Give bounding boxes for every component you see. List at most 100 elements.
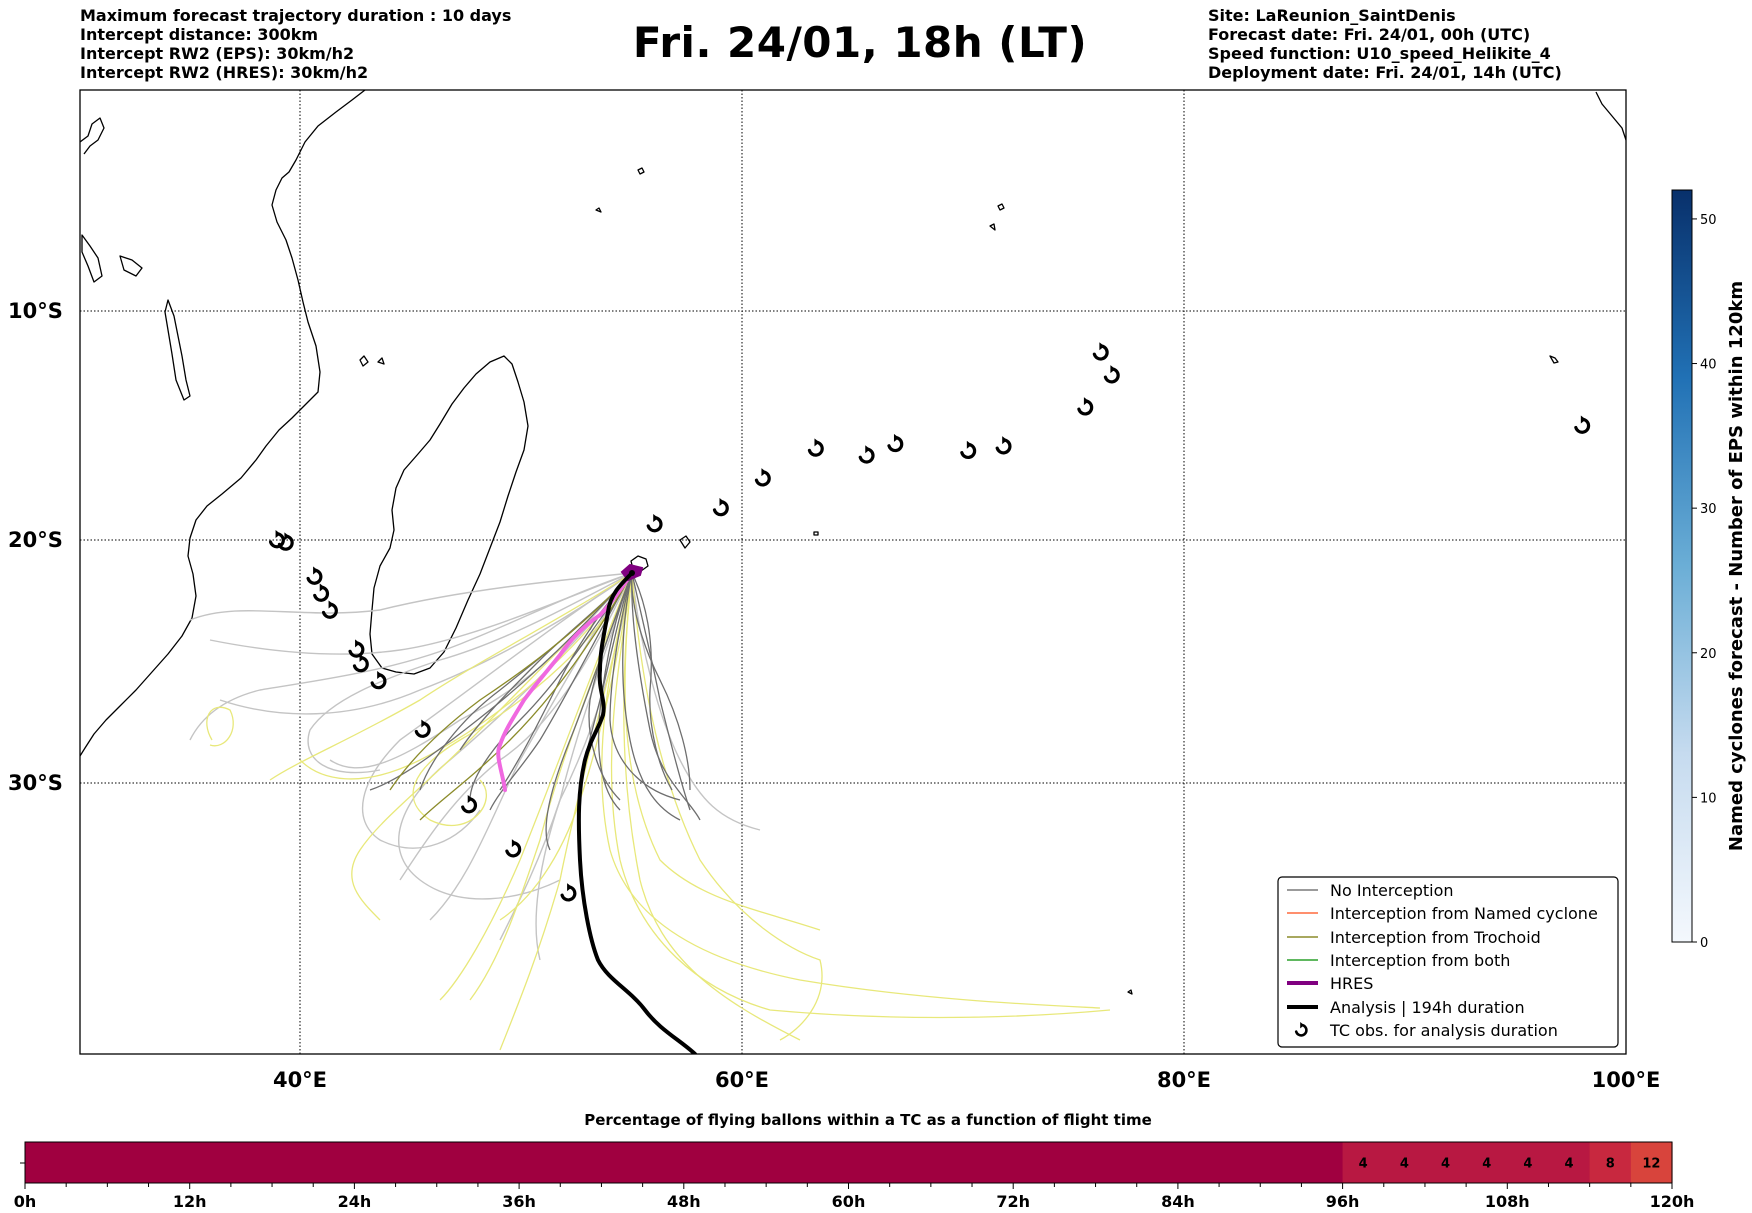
timebar-segment	[1013, 1142, 1055, 1183]
legend-tc-obs: TC obs. for analysis duration	[1329, 1021, 1558, 1040]
header-left-info: Maximum forecast trajectory duration : 1…	[80, 6, 511, 82]
timebar-segment	[1301, 1142, 1344, 1183]
lat-label-30s: 30°S	[8, 771, 63, 795]
timebar-segment	[395, 1142, 438, 1183]
timebar-segment	[313, 1142, 355, 1183]
header-right-info: Site: LaReunion_SaintDenis Forecast date…	[1208, 6, 1562, 82]
timebar-segment	[1260, 1142, 1303, 1183]
rodrigues-island	[813, 531, 819, 536]
timebar-segment	[477, 1142, 520, 1183]
lat-label-20s: 20°S	[8, 528, 63, 552]
intercept-distance-text: Intercept distance: 300km	[80, 25, 319, 44]
timebar-segments: 4 4 4 4 4 4 8 12	[25, 1142, 1673, 1183]
timebar-segment	[272, 1142, 314, 1183]
legend-analysis: Analysis | 194h duration	[1330, 998, 1525, 1017]
chagos-island-2	[989, 223, 996, 231]
map-legend: No Interception Interception from Named …	[1277, 876, 1619, 1048]
lon-label-40e: 40°E	[273, 1068, 327, 1092]
timebar-segment	[889, 1142, 932, 1183]
timebar-segment	[1548, 1142, 1591, 1183]
colorbar-tick-label: 40	[1700, 358, 1717, 373]
colorbar-tick-label: 50	[1700, 213, 1717, 228]
lon-label-80e: 80°E	[1157, 1068, 1211, 1092]
timebar-tick-label: 96h	[1326, 1192, 1360, 1211]
timebar-ticks: 0h 12h 24h 36h 48h 60h 72h 84h 96h 108h 120h	[14, 1183, 1695, 1211]
hres-forecast-path	[496, 571, 634, 792]
lake-malawi	[164, 299, 191, 401]
timebar-segment	[230, 1142, 273, 1183]
africa-north-edge	[80, 117, 105, 155]
seychelles-island-2	[595, 207, 602, 213]
analysis-track	[576, 571, 697, 1054]
legend-hres: HRES	[1330, 974, 1373, 993]
timebar-segment	[1054, 1142, 1097, 1183]
timebar-segment	[560, 1142, 603, 1183]
lake-tanganyika	[81, 234, 103, 283]
timebar-tick-label: 36h	[502, 1192, 536, 1211]
max-duration-text: Maximum forecast trajectory duration : 1…	[80, 6, 512, 25]
timebar-segment	[601, 1142, 644, 1183]
timebar-segment	[1424, 1142, 1467, 1183]
timebar-segment	[107, 1142, 150, 1183]
amsterdam-island	[1127, 989, 1133, 995]
timebar-tick-label: 0h	[14, 1192, 37, 1211]
timebar-title: Percentage of flying ballons within a TC…	[584, 1111, 1152, 1129]
map-axis-labels: 10°S 20°S 30°S 40°E 60°E 80°E 100°E	[8, 299, 1660, 1092]
timebar-segment	[1342, 1142, 1385, 1183]
colorbar-tick-label: 20	[1700, 647, 1717, 662]
colorbar-tick-label: 10	[1700, 791, 1717, 806]
timebar-segment	[1095, 1142, 1138, 1183]
timebar-tick-label: 60h	[832, 1192, 866, 1211]
timebar-segment	[683, 1142, 726, 1183]
timebar-segment	[972, 1142, 1014, 1183]
legend-named-cyclone: Interception from Named cyclone	[1330, 904, 1598, 923]
timebar-segment-value: 4	[1523, 1157, 1532, 1172]
deployment-date-text: Deployment date: Fri. 24/01, 14h (UTC)	[1208, 63, 1562, 82]
timebar-segment	[189, 1142, 232, 1183]
timebar-tick-label: 120h	[1650, 1192, 1695, 1211]
timebar-segment	[1383, 1142, 1426, 1183]
timebar-segment-value: 4	[1565, 1157, 1574, 1172]
colorbar-label: Named cyclones forecast - Number of EPS …	[1726, 281, 1747, 851]
timebar-segment	[1630, 1142, 1673, 1183]
comoros-island-2	[377, 357, 385, 365]
timebar-segment	[930, 1142, 973, 1183]
timebar-segment	[25, 1142, 67, 1183]
page-title: Fri. 24/01, 18h (LT)	[632, 18, 1088, 67]
lon-label-60e: 60°E	[715, 1068, 769, 1092]
colorbar-tick-label: 30	[1700, 502, 1717, 517]
site-text: Site: LaReunion_SaintDenis	[1208, 6, 1456, 25]
deployment-site-marker	[629, 570, 635, 576]
timebar-segment-value: 8	[1606, 1157, 1615, 1172]
timebar-segment	[1219, 1142, 1261, 1183]
timebar-segment	[354, 1142, 397, 1183]
map-frame	[79, 89, 1627, 1055]
map-gridlines	[80, 90, 1626, 1054]
timebar-tick-label: 48h	[667, 1192, 701, 1211]
sumatra-edge	[1595, 91, 1626, 141]
seychelles-island	[637, 167, 645, 175]
legend-no-interception: No Interception	[1330, 881, 1454, 900]
speed-function-text: Speed function: U10_speed_Helikite_4	[1208, 44, 1551, 63]
legend-trochoid: Interception from Trochoid	[1330, 928, 1541, 947]
timebar-segment	[66, 1142, 108, 1183]
chagos-island	[997, 203, 1005, 211]
madagascar-coastline	[369, 355, 529, 675]
timebar-segment-value: 12	[1642, 1157, 1660, 1172]
lat-label-10s: 10°S	[8, 299, 63, 323]
timebar-segment	[1466, 1142, 1508, 1183]
timebar-tick-label: 108h	[1485, 1192, 1530, 1211]
timebar-tick-label: 24h	[338, 1192, 372, 1211]
comoros-island	[359, 355, 369, 367]
cocos-island	[1549, 355, 1559, 364]
forecast-date-text: Forecast date: Fri. 24/01, 00h (UTC)	[1208, 25, 1531, 44]
timebar-segment	[724, 1142, 767, 1183]
timebar-segment-value: 4	[1441, 1157, 1450, 1172]
intercept-hres-text: Intercept RW2 (HRES): 30km/h2	[80, 63, 369, 82]
legend-both: Interception from both	[1330, 951, 1510, 970]
timebar-segment-value: 4	[1400, 1157, 1409, 1172]
eps-trajectories-light	[189, 572, 761, 961]
timebar-tick-label: 12h	[173, 1192, 207, 1211]
mauritius-island	[679, 535, 691, 549]
timebar-tick-label: 84h	[1161, 1192, 1195, 1211]
